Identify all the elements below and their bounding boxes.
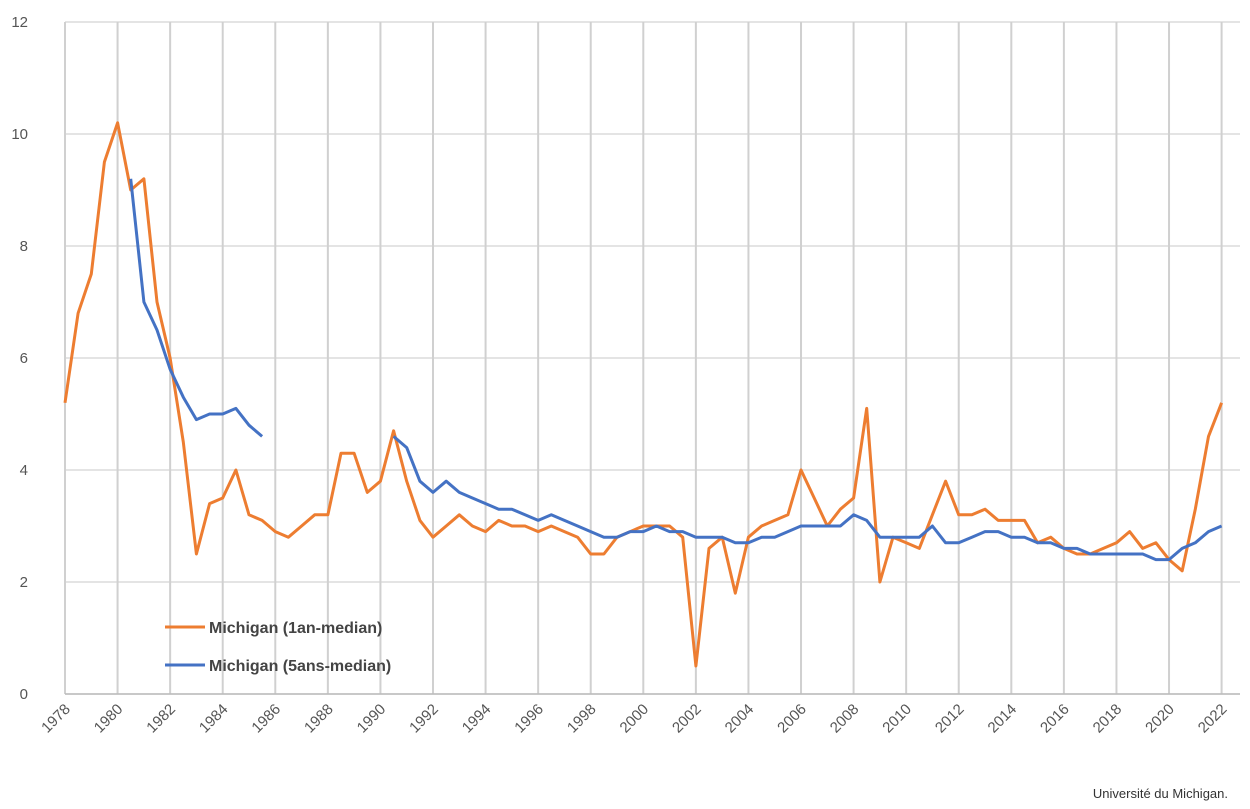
x-tick-label: 1986 — [248, 701, 284, 737]
x-tick-label: 2006 — [774, 701, 810, 737]
y-tick-label: 2 — [20, 574, 28, 591]
x-tick-label: 2016 — [1037, 701, 1073, 737]
x-tick-label: 2010 — [879, 701, 915, 737]
y-tick-label: 0 — [20, 686, 28, 703]
x-tick-label: 1982 — [143, 701, 179, 737]
x-tick-label: 1988 — [301, 701, 337, 737]
x-tick-label: 2002 — [669, 701, 705, 737]
x-tick-label: 2008 — [827, 701, 863, 737]
data-line — [129, 178, 1223, 562]
x-tick-label: 2022 — [1195, 701, 1231, 737]
y-tick-label: 8 — [20, 238, 28, 255]
y-tick-label: 10 — [11, 126, 28, 143]
x-tick-label: 2014 — [985, 701, 1021, 737]
x-tick-label: 2018 — [1090, 701, 1126, 737]
x-tick-label: 1980 — [91, 701, 127, 737]
x-tick-label: 1994 — [459, 701, 495, 737]
data-line — [63, 121, 1223, 668]
x-tick-label: 2012 — [932, 701, 968, 737]
legend-label: Michigan (5ans-median) — [209, 658, 391, 675]
x-tick-label: 1996 — [511, 701, 547, 737]
x-tick-label: 1978 — [38, 701, 74, 737]
x-tick-label: 1990 — [354, 701, 390, 737]
x-tick-label: 1992 — [406, 701, 442, 737]
y-tick-label: 6 — [20, 350, 28, 367]
legend-label: Michigan (1an-median) — [209, 620, 382, 637]
y-tick-label: 4 — [20, 462, 28, 479]
source-note: Université du Michigan. — [1093, 786, 1228, 801]
y-tick-label: 12 — [11, 14, 28, 31]
x-tick-label: 2004 — [722, 701, 758, 737]
x-tick-label: 1998 — [564, 701, 600, 737]
x-tick-label: 1984 — [196, 701, 232, 737]
x-tick-label: 2020 — [1142, 701, 1178, 737]
x-tick-label: 2000 — [617, 701, 653, 737]
